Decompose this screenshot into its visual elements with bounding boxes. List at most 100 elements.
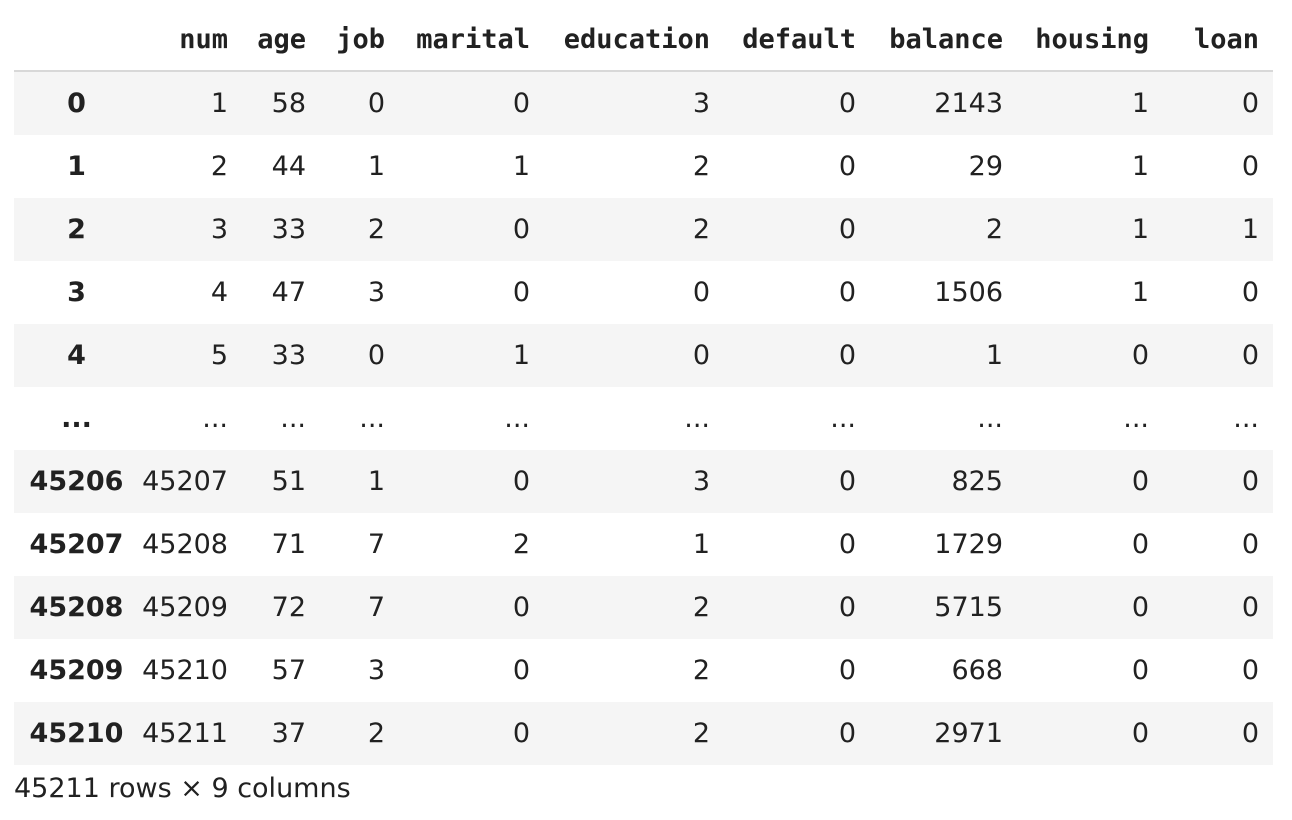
table-row: 45206 45207 51 1 0 3 0 825 0 0	[14, 450, 1273, 513]
index-header	[14, 8, 139, 72]
cell-marital: 0	[512, 88, 530, 119]
cell-default: 0	[838, 151, 856, 182]
cell-loan: 0	[1241, 88, 1259, 119]
cell-job: 2	[367, 718, 385, 749]
column-header-loan: loan	[1163, 8, 1273, 72]
table-row: 45207 45208 71 7 2 1 0 1729 0 0	[14, 513, 1273, 576]
cell-default: 0	[838, 529, 856, 560]
cell-housing: 0	[1131, 655, 1149, 686]
cell-balance: 1506	[934, 277, 1003, 308]
table-row: 45208 45209 72 7 0 2 0 5715 0 0	[14, 576, 1273, 639]
cell-default: 0	[838, 214, 856, 245]
cell-loan: ...	[1233, 403, 1259, 434]
column-header-marital: marital	[399, 8, 544, 72]
table-row: 3 4 47 3 0 0 0 1506 1 0	[14, 261, 1273, 324]
cell-education: 1	[692, 529, 710, 560]
cell-education: 2	[692, 718, 710, 749]
cell-housing: 1	[1131, 214, 1149, 245]
cell-job: ...	[359, 403, 385, 434]
table-header: num age job marital education default ba…	[14, 8, 1273, 72]
row-index: 4	[67, 340, 86, 371]
cell-num: 5	[210, 340, 228, 371]
cell-education: 2	[692, 655, 710, 686]
cell-education: 0	[692, 277, 710, 308]
cell-balance: 2143	[934, 88, 1003, 119]
cell-num: 2	[210, 151, 228, 182]
cell-default: 0	[838, 466, 856, 497]
table-row: 2 3 33 2 0 2 0 2 1 1	[14, 198, 1273, 261]
dataframe-output: num age job marital education default ba…	[14, 8, 1274, 765]
cell-default: 0	[838, 88, 856, 119]
table-row: 1 2 44 1 1 2 0 29 1 0	[14, 135, 1273, 198]
cell-balance: 29	[968, 151, 1003, 182]
cell-num: 45211	[142, 718, 228, 749]
cell-num: 45207	[142, 466, 228, 497]
row-index: 45207	[29, 529, 124, 560]
cell-balance: 1729	[934, 529, 1003, 560]
column-header-num: num	[139, 8, 242, 72]
cell-education: 0	[692, 340, 710, 371]
cell-housing: 0	[1131, 466, 1149, 497]
header-row: num age job marital education default ba…	[14, 8, 1273, 72]
cell-default: 0	[838, 655, 856, 686]
cell-marital: 0	[512, 277, 530, 308]
cell-age: 47	[271, 277, 306, 308]
cell-housing: 0	[1131, 592, 1149, 623]
cell-num: ...	[202, 403, 228, 434]
cell-default: 0	[838, 277, 856, 308]
row-index: 2	[67, 214, 86, 245]
row-index: 45208	[29, 592, 124, 623]
cell-job: 1	[367, 151, 385, 182]
cell-education: 2	[692, 214, 710, 245]
cell-age: 33	[271, 214, 306, 245]
cell-marital: 0	[512, 214, 530, 245]
cell-education: 2	[692, 151, 710, 182]
cell-marital: ...	[504, 403, 530, 434]
cell-job: 1	[367, 466, 385, 497]
cell-num: 1	[210, 88, 228, 119]
cell-marital: 0	[512, 655, 530, 686]
cell-default: 0	[838, 340, 856, 371]
table-row: 45209 45210 57 3 0 2 0 668 0 0	[14, 639, 1273, 702]
cell-marital: 0	[512, 466, 530, 497]
cell-marital: 2	[512, 529, 530, 560]
cell-age: 51	[271, 466, 306, 497]
cell-education: 3	[692, 466, 710, 497]
table-row: 45210 45211 37 2 0 2 0 2971 0 0	[14, 702, 1273, 765]
cell-default: 0	[838, 592, 856, 623]
cell-education: ...	[684, 403, 710, 434]
cell-balance: 2	[985, 214, 1003, 245]
cell-housing: 0	[1131, 718, 1149, 749]
cell-loan: 0	[1241, 340, 1259, 371]
table-body: 0 1 58 0 0 3 0 2143 1 0 1 2 44 1 1 2 0 29 1 0 2 3 33 2 0 2 0 2 1 1 3 4 4…	[14, 71, 1273, 765]
column-header-housing: housing	[1017, 8, 1163, 72]
cell-housing: ...	[1123, 403, 1149, 434]
cell-balance: ...	[977, 403, 1003, 434]
cell-job: 3	[367, 277, 385, 308]
cell-loan: 0	[1241, 655, 1259, 686]
cell-education: 2	[692, 592, 710, 623]
cell-age: 37	[271, 718, 306, 749]
cell-default: 0	[838, 718, 856, 749]
table-shape-summary: 45211 rows × 9 columns	[14, 773, 351, 804]
cell-job: 0	[367, 88, 385, 119]
cell-housing: 1	[1131, 151, 1149, 182]
cell-loan: 0	[1241, 592, 1259, 623]
cell-job: 7	[367, 592, 385, 623]
cell-loan: 0	[1241, 718, 1259, 749]
cell-num: 45210	[142, 655, 228, 686]
cell-loan: 0	[1241, 151, 1259, 182]
cell-education: 3	[692, 88, 710, 119]
row-index: 3	[67, 277, 86, 308]
ellipsis-row: ..............................	[14, 387, 1273, 450]
cell-housing: 0	[1131, 529, 1149, 560]
cell-age: ...	[280, 403, 306, 434]
cell-num: 3	[210, 214, 228, 245]
cell-age: 58	[271, 88, 306, 119]
column-header-job: job	[320, 8, 399, 72]
dataframe-table: num age job marital education default ba…	[14, 8, 1273, 765]
cell-job: 3	[367, 655, 385, 686]
cell-job: 2	[367, 214, 385, 245]
cell-age: 44	[271, 151, 306, 182]
cell-num: 45209	[142, 592, 228, 623]
